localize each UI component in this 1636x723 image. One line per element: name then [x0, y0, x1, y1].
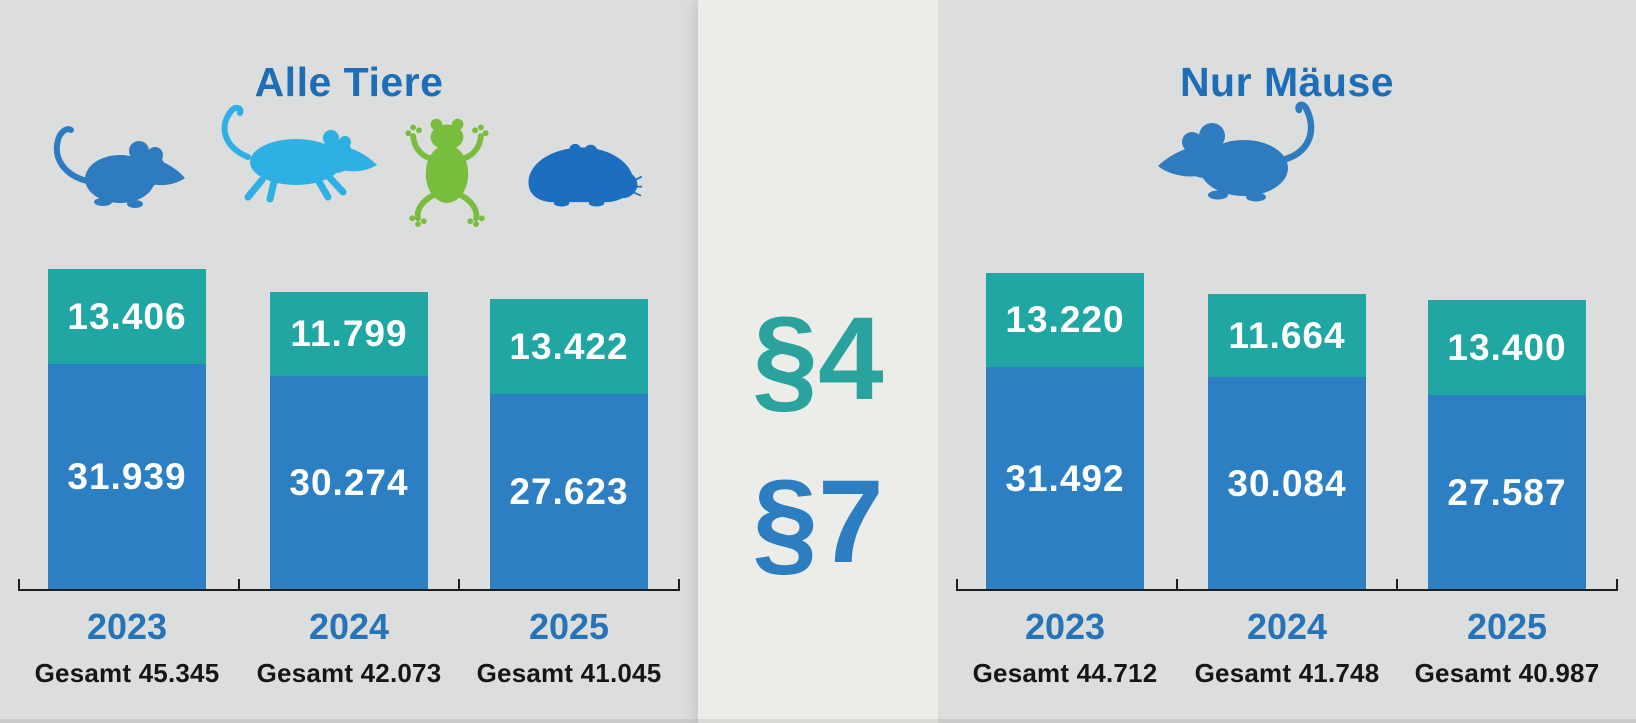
frog-icon — [405, 118, 489, 228]
x-axis — [18, 579, 680, 591]
total-label: Gesamt 40.987 — [1414, 658, 1600, 688]
value-label-par7: 31.939 — [67, 456, 187, 497]
guinea-pig-icon — [528, 143, 642, 207]
total-label: Gesamt 41.045 — [476, 658, 662, 688]
bar-segment-par4: 11.664 — [1208, 294, 1366, 377]
bar-segment-par4: 13.220 — [986, 273, 1144, 367]
panel-alle-tiere: Alle Tiere — [0, 0, 698, 723]
bar-segment-par4: 13.400 — [1428, 300, 1586, 395]
bar-segment-par7: 30.274 — [270, 376, 428, 590]
chart-alle-tiere: 13.406 31.939 11.799 30.274 13.422 27.62… — [0, 240, 698, 590]
species-icons-row — [938, 0, 1636, 240]
value-label-par4: 13.406 — [67, 295, 187, 337]
axis-tick — [1616, 579, 1618, 590]
bar-2023: 13.220 31.492 — [986, 273, 1144, 590]
bar-segment-par7: 27.623 — [490, 394, 648, 590]
panel-nur-maeuse: Nur Mäuse 13.220 31.492 11.664 30.084 13 — [938, 0, 1636, 723]
panel-title-alle-tiere: Alle Tiere — [254, 59, 444, 106]
axis-tick — [1176, 579, 1178, 590]
axis-tick — [458, 579, 460, 590]
axis-tick — [238, 579, 240, 590]
total-label: Gesamt 42.073 — [256, 658, 442, 688]
panel-title-nur-maeuse: Nur Mäuse — [1179, 59, 1395, 106]
category-2023: 2023 Gesamt 45.345 — [27, 606, 227, 689]
category-2025: 2025 Gesamt 41.045 — [469, 606, 669, 689]
bar-segment-par7: 30.084 — [1208, 377, 1366, 590]
legend-panel: §4 §7 — [698, 0, 938, 723]
axis-tick — [956, 579, 958, 590]
category-2024: 2024 Gesamt 42.073 — [249, 606, 449, 689]
value-label-par7: 27.587 — [1447, 471, 1567, 513]
bar-segment-par4: 11.799 — [270, 292, 428, 376]
bar-2024: 11.664 30.084 — [1208, 294, 1366, 590]
bar-segment-par4: 13.422 — [490, 299, 648, 394]
axis-tick — [1396, 579, 1398, 590]
year-label: 2024 — [308, 606, 390, 647]
year-label: 2025 — [528, 606, 610, 647]
value-label-par4: 11.664 — [1228, 314, 1346, 356]
value-label-par4: 13.422 — [509, 325, 629, 367]
category-2023: 2023 Gesamt 44.712 — [965, 606, 1165, 689]
year-label: 2024 — [1246, 606, 1328, 647]
chart-nur-maeuse: 13.220 31.492 11.664 30.084 13.400 27.58… — [938, 240, 1636, 590]
mouse-icon — [53, 126, 185, 208]
category-2024: 2024 Gesamt 41.748 — [1187, 606, 1387, 689]
axis-tick — [678, 579, 680, 590]
bar-2025: 13.400 27.587 — [1428, 300, 1586, 590]
value-label-par7: 30.274 — [289, 462, 409, 503]
value-label-par7: 30.084 — [1227, 462, 1347, 504]
x-axis — [956, 579, 1618, 591]
value-label-par7: 27.623 — [509, 471, 629, 512]
mouse-icon — [1158, 101, 1315, 202]
axis-tick — [18, 579, 20, 590]
value-label-par4: 11.799 — [290, 313, 408, 354]
year-label: 2023 — [1024, 606, 1106, 647]
total-label: Gesamt 45.345 — [34, 658, 220, 688]
bar-2023: 13.406 31.939 — [48, 269, 206, 590]
year-label: 2025 — [1466, 606, 1548, 647]
rat-icon — [221, 104, 377, 203]
value-label-par4: 13.400 — [1447, 326, 1567, 368]
total-label: Gesamt 41.748 — [1194, 658, 1380, 688]
bar-segment-par7: 27.587 — [1428, 395, 1586, 590]
total-label: Gesamt 44.712 — [972, 658, 1158, 688]
category-2025: 2025 Gesamt 40.987 — [1407, 606, 1607, 689]
bar-segment-par4: 13.406 — [48, 269, 206, 364]
species-icons-row — [0, 0, 698, 240]
value-label-par4: 13.220 — [1005, 299, 1125, 340]
value-label-par7: 31.492 — [1005, 457, 1125, 499]
legend-par4: §4 — [752, 293, 884, 425]
year-label: 2023 — [86, 606, 168, 647]
bar-segment-par7: 31.939 — [48, 364, 206, 590]
bar-2024: 11.799 30.274 — [270, 292, 428, 590]
bar-segment-par7: 31.492 — [986, 367, 1144, 590]
legend-par7: §7 — [752, 456, 884, 588]
bar-2025: 13.422 27.623 — [490, 299, 648, 590]
